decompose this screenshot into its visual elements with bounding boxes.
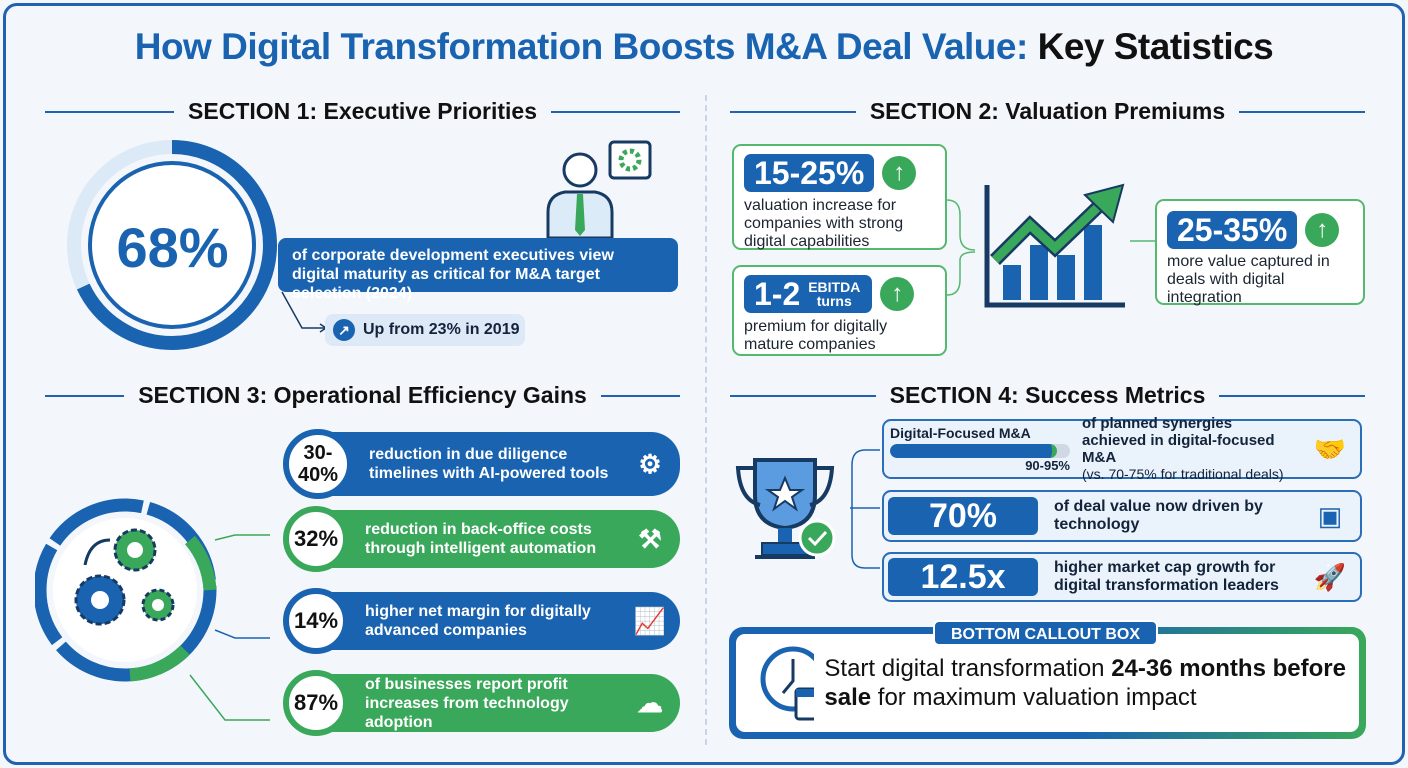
section4-heading: SECTION 4: Success Metrics [730,382,1366,409]
valuation-card-1: 15-25% ↑ valuation increase for companies… [732,144,947,250]
gear-speech-bubble-icon [608,140,652,180]
clock-calendar-money-icon: $ [760,646,815,720]
synergy-progress: Digital-Focused M&A 90-95% [890,425,1070,473]
trend-badge: ↗ Up from 23% in 2019 [325,314,525,346]
connector-arrow [281,291,328,333]
section-divider [705,95,707,745]
robot-arm-icon: ⚒ [638,523,662,554]
growth-chart-icon [946,183,1155,308]
callout-text: Start digital transformation 24-36 month… [824,655,1346,711]
executive-stat: 68% [116,216,229,279]
callout-label: BOTTOM CALLOUT BOX [933,620,1158,646]
section1-heading: SECTION 1: Executive Priorities [45,98,681,125]
executive-person-icon [546,140,652,240]
trophy-icon [735,449,880,569]
cloud-upload-icon: ☁ [637,687,663,718]
section2-heading: SECTION 2: Valuation Premiums [730,98,1365,125]
executive-donut [67,140,277,350]
check-badge-icon [798,519,836,557]
finance-growth-icon: 📈 [633,605,667,636]
arrow-up-icon: ↑ [1305,213,1340,247]
page-title: How Digital Transformation Boosts M&A De… [134,26,1274,67]
rocket-icon: 🚀 [1313,561,1347,592]
section3-heading: SECTION 3: Operational Efficiency Gains [45,382,680,409]
efficiency-item: 14% higher net margin for digitally advan… [283,588,680,654]
synergy-metric: Digital-Focused M&A 90-95% of planned sy… [882,415,1362,482]
metric-row: 70% of deal value now driven by technolog… [882,490,1362,542]
metric-row: 12.5x higher market cap growth for digita… [882,552,1362,602]
arrow-up-icon: ↑ [882,156,917,190]
arrow-up-right-icon: ↗ [333,319,355,341]
executive-description: of corporate development executives view… [278,238,678,302]
efficiency-item: 87% of businesses report profit increases… [283,670,680,736]
gears-icon [74,528,175,626]
valuation-card-3: 25-35% ↑ more value captured in deals wit… [1155,199,1365,306]
donut-progress-arc [67,140,277,350]
handshake-icon: 🤝 [1313,433,1347,464]
efficiency-item: 32% reduction in back-office costs throug… [283,506,680,572]
synergy-progress-fill [890,444,1057,458]
arrow-up-icon: ↑ [880,277,915,311]
efficiency-item: 30-40% reduction in due diligence timelin… [283,429,680,499]
infographic-frame [3,3,1405,765]
gears-hub [35,498,270,721]
valuation-card-2: 1-2 EBITDA turns ↑ premium for digitally m… [732,265,947,356]
chip-icon: ▣ [1317,500,1343,531]
efficiency-list: 30-40% reduction in due diligence timelin… [283,429,680,736]
ai-brain-icon: ⚙ [638,448,662,479]
